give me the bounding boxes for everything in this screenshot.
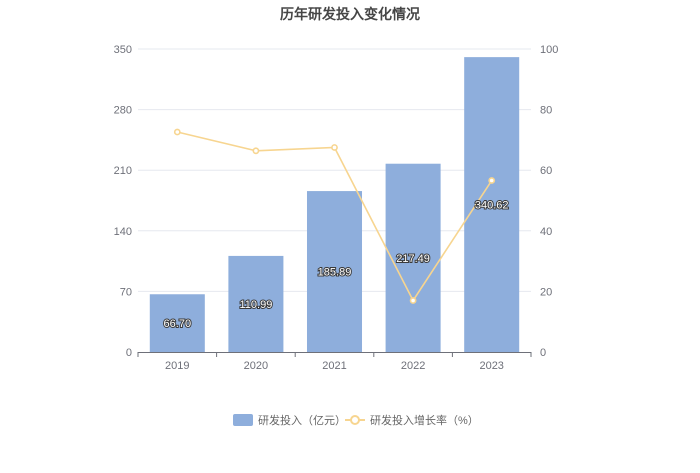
y-left-tick-label: 140 [114,226,132,238]
bar-2020 [228,255,284,352]
legend-line-marker [350,415,360,425]
legend-item-rd-investment[interactable]: 研发投入（亿元） [233,413,346,427]
y-left-tick-label: 350 [114,44,132,56]
x-tick-label: 2023 [479,360,503,372]
bar-data-labels: 66.70 110.99 185.89 217.49 340.62 [163,199,510,332]
y-left-tick-label: 280 [114,105,132,117]
bar-2021 [306,191,363,352]
y-left-tick-label: 0 [126,347,132,359]
bar-value-label: 340.62 [475,200,509,212]
chart-title: 历年研发投入变化情况 [280,6,420,22]
legend: 研发投入（亿元） 研发投入增长率（%） [233,413,479,427]
y-left-tick-label: 210 [114,165,132,177]
y-right-tick-label: 40 [540,226,552,238]
legend-label-rd-growth-rate: 研发投入增长率（%） [370,413,479,427]
bar-2023 [464,57,520,353]
growth-rate-point-2021 [331,144,338,151]
legend-bar-swatch [233,414,253,426]
x-tick-label: 2022 [401,360,425,372]
bar-value-label: 66.70 [164,318,192,330]
bar-value-label: 185.89 [318,267,352,279]
x-tick-label: 2021 [322,360,346,372]
bar-value-label: 110.99 [239,299,272,311]
x-tick-label: 2019 [165,360,189,372]
growth-rate-point-2019 [173,128,181,136]
y-right-tick-label: 80 [540,105,552,117]
y-right-tick-label: 60 [540,165,552,177]
x-tick-label: 2020 [244,360,268,372]
legend-label-rd-investment: 研发投入（亿元） [258,413,346,427]
line-series [173,128,496,304]
legend-item-rd-growth-rate[interactable]: 研发投入增长率（%） [345,413,479,427]
axes: 0 70 140 210 280 350 0 20 40 60 80 100 2019 2020 2021 2… [114,44,559,372]
bar-value-label: 217.49 [396,253,430,265]
y-right-tick-label: 20 [540,286,552,298]
growth-rate-point-2020 [252,147,260,155]
bar-series [149,57,520,353]
growth-rate-point-2023 [488,177,496,184]
y-left-tick-label: 70 [120,286,132,298]
y-right-tick-label: 0 [540,347,546,359]
bar-2022 [385,163,441,352]
y-right-tick-label: 100 [540,44,558,56]
bar-2019 [149,294,205,352]
growth-rate-point-2022 [409,297,417,304]
